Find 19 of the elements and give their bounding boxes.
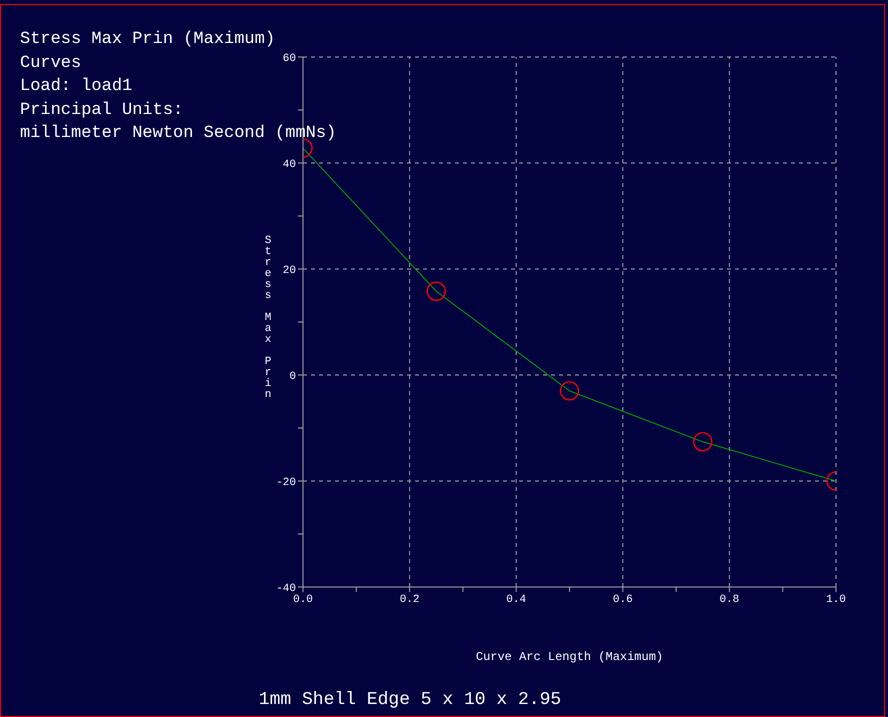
x-tick-label: 0.2 [400, 594, 420, 606]
y-tick-label: 40 [282, 158, 296, 171]
x-tick-label: 0.8 [719, 594, 740, 606]
x-tick-label: 0.6 [612, 594, 633, 606]
x-tick-label: 1.0 [826, 594, 846, 606]
text: 1mm Shell Edge 5 x 10 x 2.95 [258, 690, 562, 710]
text: Principal Units: [20, 100, 184, 122]
x-axis-title: Curve Arc Length (Maximum) [474, 650, 664, 664]
y-tick-label: 0 [289, 370, 296, 383]
text: Stress Max Prin (Maximum) [20, 29, 276, 51]
text: Load: load1 [20, 76, 134, 98]
y-axis-title: Stress Max Prin [262, 235, 274, 400]
y-tick-label: -40 [276, 582, 296, 595]
x-tick-label: 0.0 [293, 594, 313, 606]
y-tick-label: 20 [282, 264, 296, 277]
y-tick-label: -20 [276, 476, 296, 489]
x-tick-label: 0.4 [506, 594, 526, 606]
y-tick-label: 60 [282, 52, 296, 65]
text: Curves [20, 54, 82, 72]
